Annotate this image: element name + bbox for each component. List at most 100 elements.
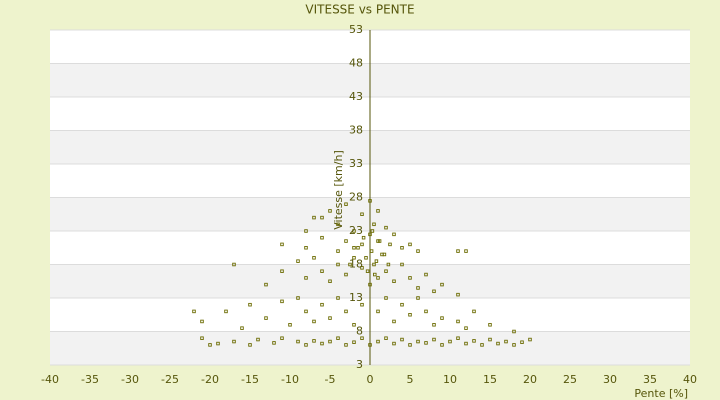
point xyxy=(328,316,332,320)
point xyxy=(304,343,308,347)
point xyxy=(320,269,324,273)
point xyxy=(280,269,284,273)
point xyxy=(432,337,436,342)
x-tick-label: -30 xyxy=(121,373,139,386)
point xyxy=(496,341,500,346)
point xyxy=(360,266,364,270)
point xyxy=(448,339,452,344)
point xyxy=(320,215,324,220)
point xyxy=(312,256,316,260)
point xyxy=(386,262,391,267)
point xyxy=(488,323,492,327)
point xyxy=(440,343,444,347)
point xyxy=(400,302,404,307)
point xyxy=(377,239,382,243)
x-tick-label: -5 xyxy=(325,373,336,386)
point xyxy=(408,276,412,280)
point xyxy=(416,286,420,290)
x-tick-label: 40 xyxy=(683,373,697,386)
point xyxy=(280,242,284,247)
point xyxy=(368,282,372,287)
point xyxy=(320,302,324,307)
x-tick-label: 5 xyxy=(407,373,414,386)
point xyxy=(360,336,364,340)
point xyxy=(432,289,436,294)
point xyxy=(312,319,316,324)
y-tick-label: 3 xyxy=(356,358,363,371)
point xyxy=(392,319,396,324)
point xyxy=(504,339,508,344)
point xyxy=(336,296,340,300)
point xyxy=(352,229,356,233)
point xyxy=(360,212,364,216)
point xyxy=(344,239,348,243)
point xyxy=(232,262,236,267)
point xyxy=(400,262,404,267)
x-tick-label: -20 xyxy=(201,373,219,386)
point xyxy=(352,256,356,260)
point xyxy=(456,336,460,340)
point xyxy=(376,276,380,280)
point xyxy=(296,339,300,344)
y-tick-label: 18 xyxy=(349,258,363,271)
point xyxy=(408,343,412,347)
point xyxy=(416,339,420,344)
point xyxy=(328,279,332,284)
x-tick-label: 15 xyxy=(483,373,497,386)
x-tick-label: 30 xyxy=(603,373,617,386)
y-tick-label: 53 xyxy=(349,23,363,36)
point xyxy=(336,222,340,227)
x-axis-label: Pente [%] xyxy=(634,387,688,400)
point xyxy=(344,202,348,206)
point xyxy=(224,309,228,314)
point xyxy=(296,296,300,300)
point xyxy=(344,309,348,314)
point xyxy=(280,336,284,340)
point xyxy=(232,339,236,344)
point xyxy=(400,337,404,342)
point xyxy=(408,313,412,317)
point xyxy=(432,323,436,327)
point xyxy=(392,279,396,284)
point xyxy=(280,299,284,304)
point xyxy=(344,343,348,347)
point xyxy=(472,339,476,343)
point xyxy=(348,262,352,267)
point xyxy=(512,343,516,347)
point xyxy=(352,340,356,344)
point xyxy=(372,222,376,227)
point xyxy=(400,245,404,250)
point xyxy=(200,336,204,340)
point xyxy=(192,309,196,314)
x-tick-label: 25 xyxy=(563,373,577,386)
point xyxy=(440,282,444,287)
point xyxy=(256,337,260,342)
x-tick-label: 10 xyxy=(443,373,457,386)
point xyxy=(304,309,308,314)
point xyxy=(328,209,332,213)
point xyxy=(344,272,348,277)
x-tick-label: -15 xyxy=(241,373,259,386)
point xyxy=(376,209,380,213)
x-tick-label: -40 xyxy=(41,373,59,386)
point xyxy=(272,341,276,345)
point xyxy=(336,336,340,340)
point xyxy=(356,245,360,250)
point xyxy=(368,199,372,203)
point xyxy=(456,319,460,324)
y-tick-label: 43 xyxy=(349,90,363,103)
point xyxy=(248,302,252,307)
point xyxy=(368,343,372,347)
point xyxy=(200,319,204,324)
point xyxy=(408,242,412,247)
point xyxy=(464,341,468,346)
point xyxy=(512,329,516,334)
point xyxy=(456,249,460,253)
point xyxy=(464,326,468,330)
point xyxy=(464,249,468,253)
point xyxy=(364,256,368,260)
y-tick-label: 38 xyxy=(349,124,363,137)
point xyxy=(264,316,268,320)
